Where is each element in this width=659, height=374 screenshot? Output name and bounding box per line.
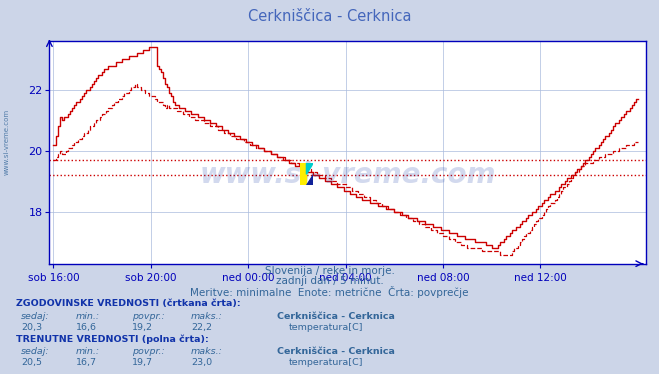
Text: maks.:: maks.: — [191, 347, 223, 356]
Text: 19,2: 19,2 — [132, 323, 153, 332]
Text: temperatura[C]: temperatura[C] — [289, 323, 363, 332]
Text: Cerkniščica - Cerknica: Cerkniščica - Cerknica — [277, 312, 395, 321]
Polygon shape — [306, 174, 313, 185]
Text: Slovenija / reke in morje.: Slovenija / reke in morje. — [264, 266, 395, 276]
Text: www.si-vreme.com: www.si-vreme.com — [200, 161, 496, 188]
Text: temperatura[C]: temperatura[C] — [289, 358, 363, 367]
Text: povpr.:: povpr.: — [132, 347, 165, 356]
Text: sedaj:: sedaj: — [21, 347, 49, 356]
Text: 23,0: 23,0 — [191, 358, 212, 367]
Text: povpr.:: povpr.: — [132, 312, 165, 321]
Text: www.si-vreme.com: www.si-vreme.com — [3, 109, 10, 175]
Text: min.:: min.: — [76, 347, 100, 356]
Text: 20,5: 20,5 — [21, 358, 42, 367]
Polygon shape — [306, 163, 313, 174]
Text: maks.:: maks.: — [191, 312, 223, 321]
Text: Cerkniščica - Cerknica: Cerkniščica - Cerknica — [277, 347, 395, 356]
Text: Meritve: minimalne  Enote: metrične  Črta: povprečje: Meritve: minimalne Enote: metrične Črta:… — [190, 286, 469, 298]
Text: sedaj:: sedaj: — [21, 312, 49, 321]
Text: TRENUTNE VREDNOSTI (polna črta):: TRENUTNE VREDNOSTI (polna črta): — [16, 335, 209, 344]
Text: zadnji dan / 5 minut.: zadnji dan / 5 minut. — [275, 276, 384, 286]
Text: 22,2: 22,2 — [191, 323, 212, 332]
Text: 20,3: 20,3 — [21, 323, 42, 332]
Bar — [300, 163, 306, 185]
Text: 19,7: 19,7 — [132, 358, 153, 367]
Text: 16,6: 16,6 — [76, 323, 97, 332]
Text: min.:: min.: — [76, 312, 100, 321]
Text: 16,7: 16,7 — [76, 358, 97, 367]
Text: ZGODOVINSKE VREDNOSTI (črtkana črta):: ZGODOVINSKE VREDNOSTI (črtkana črta): — [16, 299, 241, 308]
Text: Cerkniščica - Cerknica: Cerkniščica - Cerknica — [248, 9, 411, 24]
